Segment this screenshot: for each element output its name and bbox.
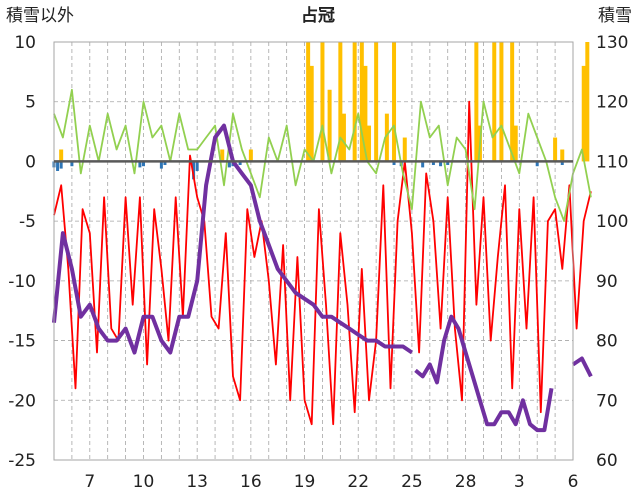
chart-title: 占冠 [301, 5, 335, 26]
x-tick-label: 10 [133, 472, 155, 492]
precip-bar [560, 149, 565, 162]
x-tick-label: 7 [84, 472, 95, 492]
precip-bar [384, 113, 389, 162]
x-tick-label: 16 [240, 472, 262, 492]
negative-bar [163, 161, 167, 166]
precip-bar [352, 42, 357, 162]
y-tick-label-left: -15 [8, 332, 36, 352]
precip-bar [402, 137, 407, 162]
negative-bar [192, 161, 196, 180]
precip-bar [581, 65, 586, 162]
precip-bar [492, 42, 497, 162]
negative-bar [421, 161, 425, 168]
y-tick-label-right: 70 [596, 391, 618, 411]
y-tick-label-left: 10 [14, 33, 36, 53]
precip-bar [499, 42, 504, 162]
precip-bar [366, 125, 371, 162]
precip-bar [374, 42, 379, 162]
precip-bar [585, 42, 590, 162]
precip-bar [474, 42, 479, 162]
x-tick-label: 13 [186, 472, 208, 492]
precip-bar [248, 149, 253, 162]
negative-bar [195, 161, 199, 171]
negative-bar [439, 161, 443, 167]
negative-bar [138, 161, 142, 168]
precip-bar [309, 65, 314, 162]
precip-bar [513, 125, 518, 162]
y-tick-label-right: 80 [596, 332, 618, 352]
precip-bar [363, 65, 368, 162]
y-tick-label-left: 0 [25, 152, 36, 172]
precip-bar [59, 149, 64, 162]
negative-bar [227, 161, 231, 168]
precip-bar [392, 42, 397, 162]
negative-bar [159, 161, 163, 169]
x-tick-label: 3 [514, 472, 525, 492]
negative-bar [431, 161, 435, 166]
precip-bar [510, 42, 515, 162]
y-tick-label-right: 120 [596, 93, 628, 113]
negative-bar [392, 161, 396, 166]
axes: 10 5 0 -5 -10 -15 -20 -25 130 120 110 100 90 80 70 60 7 1… [8, 33, 628, 492]
y-tick-label-left: -5 [19, 212, 36, 232]
y-axis-label-right: 積雪 [598, 6, 632, 26]
y-axis-label-left: 積雪以外 [6, 6, 74, 26]
negative-bar [560, 161, 564, 166]
series-line-1 [53, 88, 592, 222]
negative-bar [56, 161, 60, 171]
y-tick-label-right: 110 [596, 152, 628, 172]
negative-bar [141, 161, 145, 167]
x-tick-label: 6 [568, 472, 579, 492]
negative-bar [535, 161, 539, 167]
y-tick-label-left: -25 [8, 451, 36, 471]
negative-bar [446, 161, 450, 166]
precip-bar [341, 113, 346, 162]
x-tick-label: 19 [294, 472, 316, 492]
precip-bar [553, 137, 558, 162]
precip-bar [220, 149, 225, 162]
y-tick-label-right: 60 [596, 451, 618, 471]
y-tick-label-left: -20 [8, 391, 36, 411]
y-tick-label-left: 5 [25, 93, 36, 113]
y-tick-label-right: 100 [596, 212, 628, 232]
precip-bar [338, 42, 343, 162]
plot-frame [53, 41, 574, 461]
y-tick-label-left: -10 [8, 272, 36, 292]
x-tick-label: 28 [455, 472, 477, 492]
x-tick-label: 25 [401, 472, 423, 492]
negative-bar [59, 161, 63, 169]
negative-bar [238, 161, 242, 166]
y-tick-label-right: 90 [596, 272, 618, 292]
bars [52, 42, 590, 180]
x-tick-label: 22 [347, 472, 369, 492]
series-line-0 [53, 100, 592, 426]
precip-bar [359, 42, 364, 162]
y-tick-label-right: 130 [596, 33, 628, 53]
precip-bar [306, 42, 311, 162]
negative-bar [70, 161, 74, 167]
precip-bar [320, 42, 325, 162]
precip-bar [327, 89, 332, 162]
